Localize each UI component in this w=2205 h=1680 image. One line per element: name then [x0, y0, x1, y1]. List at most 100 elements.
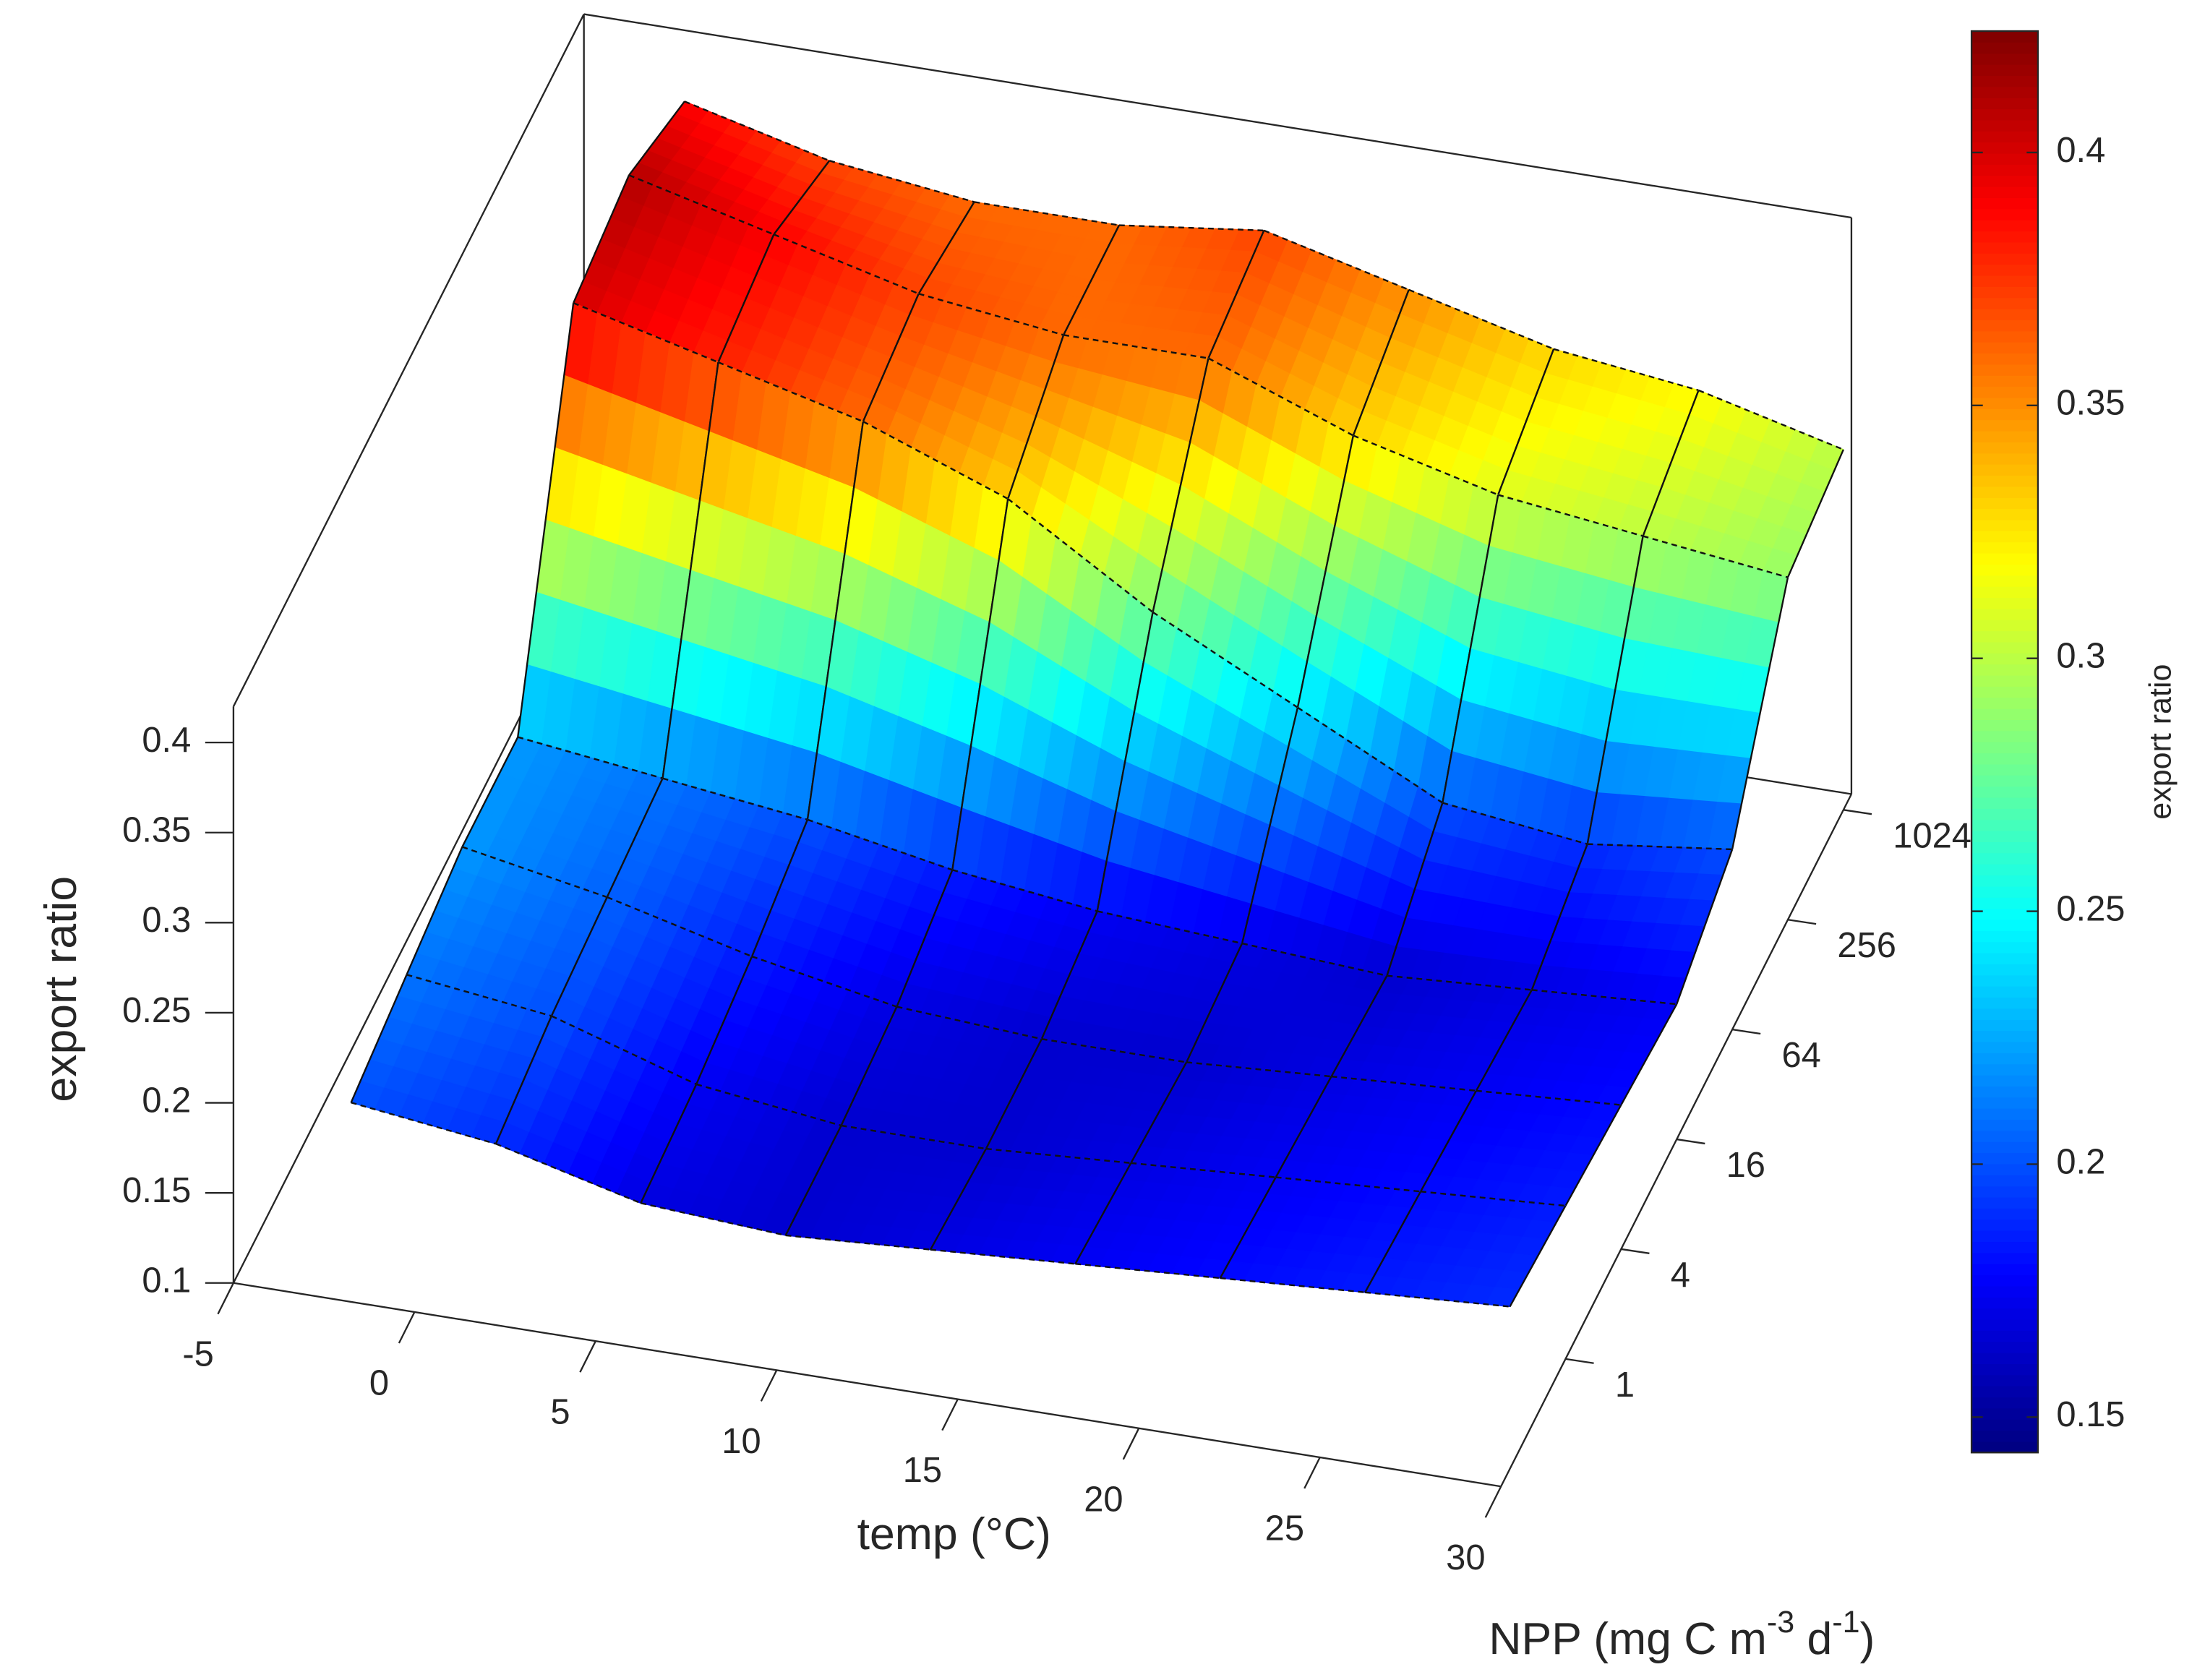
colorbar: 0.15 0.2 0.25 0.3 0.35 0.4: [1970, 30, 2125, 1454]
colorbar-band: [1971, 985, 2038, 998]
colorbar-band: [1971, 519, 2038, 531]
x-tick-label: 5: [550, 1393, 570, 1432]
surface-mesh-line: [1007, 498, 1154, 613]
y-axis-label-part: -1: [1832, 1606, 1859, 1640]
colorbar-tick-label: 0.4: [2056, 131, 2105, 170]
surface-mesh-line: [896, 1006, 1042, 1040]
colorbar-band: [1971, 907, 2038, 920]
colorbar-band: [1971, 575, 2038, 587]
surface-cell: [1386, 802, 1588, 991]
y-tick-label: 16: [1726, 1146, 1765, 1185]
surface-cell: [1364, 1191, 1567, 1308]
colorbar-band: [1971, 1274, 2038, 1287]
colorbar-band: [1971, 852, 2038, 865]
colorbar-band: [1971, 1186, 2038, 1198]
y-axis-label-part: -3: [1767, 1606, 1794, 1640]
surface-cell: [461, 736, 664, 899]
colorbar-band: [1971, 652, 2038, 665]
surface-mesh-line: [1219, 1177, 1277, 1279]
z-tick-label: 0.4: [142, 721, 191, 760]
colorbar-band: [1971, 142, 2038, 154]
colorbar-band: [1971, 41, 2038, 54]
colorbar-band: [1971, 763, 2038, 776]
surface-mesh-line: [406, 974, 552, 1017]
colorbar-band: [1971, 275, 2038, 287]
colorbar-frame: [1970, 30, 2039, 1454]
ticks: -5 0 5 10 15 20 25 30 1 4 16 64 256 1024 0.1 0.15 0.2 0.2…: [122, 721, 1971, 1577]
colorbar-band: [1971, 786, 2038, 798]
surface-mesh-line: [1075, 1263, 1220, 1280]
colorbar-band: [1971, 453, 2038, 465]
surface-mesh-line: [1352, 289, 1410, 436]
colorbar-band: [1971, 596, 2038, 609]
surface-mesh-line: [662, 777, 808, 820]
surface-mesh-line: [573, 302, 719, 364]
surface-cell: [350, 974, 552, 1145]
surface-mesh-line: [1442, 802, 1588, 845]
y-tick-label: 256: [1837, 926, 1896, 965]
colorbar-band: [1971, 1396, 2038, 1409]
y-tick-label: 1024: [1893, 816, 1971, 855]
tick-mark: [1565, 1358, 1594, 1364]
surface-mesh-line: [1497, 348, 1555, 495]
surface-mesh-line: [1786, 449, 1844, 578]
surface-mesh-line: [495, 1143, 641, 1204]
colorbar-band: [1971, 1407, 2038, 1420]
colorbar-band: [1971, 541, 2038, 554]
surface-mesh-line: [1475, 989, 1533, 1092]
surface-cell: [606, 777, 809, 958]
colorbar-band: [1971, 1296, 2038, 1309]
surface-mesh-line: [1530, 844, 1588, 990]
surface-mesh-line: [1241, 942, 1387, 977]
surface-mesh-line: [1642, 390, 1700, 537]
colorbar-band: [1971, 896, 2038, 909]
colorbar-band: [1971, 1263, 2038, 1276]
colorbar-band: [1971, 430, 2038, 442]
surface-mesh-line: [1063, 225, 1121, 335]
surface-mesh-line: [1063, 334, 1209, 359]
colorbar-band: [1971, 819, 2038, 831]
colorbar-band: [1971, 507, 2038, 520]
colorbar-band: [1971, 385, 2038, 398]
surface-cell: [1207, 229, 1410, 437]
surface-mesh-line: [784, 1125, 842, 1236]
surface-mesh-line: [1097, 910, 1243, 945]
y-axis-label-part: d: [1794, 1613, 1832, 1664]
surface-mesh-line: [640, 1084, 698, 1204]
colorbar-band: [1971, 1207, 2038, 1220]
colorbar-band: [1971, 697, 2038, 709]
surface-mesh-line: [550, 896, 608, 1016]
surface-cell: [951, 498, 1154, 912]
surface-mesh-line: [917, 201, 975, 294]
surface-cell: [840, 1006, 1042, 1150]
colorbar-band: [1971, 374, 2038, 387]
surface-cell: [1074, 1162, 1277, 1280]
colorbar-band: [1971, 1130, 2038, 1142]
surface-mesh-line: [606, 778, 664, 898]
surface-mesh-line: [406, 847, 463, 975]
y-tick-label: 1: [1615, 1366, 1635, 1405]
z-tick-label: 0.3: [142, 901, 191, 940]
colorbar-band: [1971, 130, 2038, 143]
surface-mesh-line: [351, 1102, 497, 1145]
colorbar-band: [1971, 807, 2038, 820]
colorbar-band: [1971, 664, 2038, 676]
surface-mesh-line: [1698, 389, 1844, 450]
colorbar-band: [1971, 1052, 2038, 1065]
colorbar-band: [1971, 1029, 2038, 1042]
colorbar-band: [1971, 563, 2038, 576]
colorbar-tick-label: 0.15: [2056, 1395, 2125, 1434]
surface-mesh-line: [1386, 802, 1444, 977]
y-tick-label: 64: [1782, 1036, 1821, 1075]
colorbar-tick-label: 0.35: [2056, 384, 2125, 423]
colorbar-band: [1971, 1308, 2038, 1320]
x-tick-label: 0: [369, 1364, 389, 1403]
surface-cell: [662, 361, 865, 820]
surface-mesh-line: [1263, 229, 1410, 291]
tick-mark: [217, 1282, 234, 1315]
tick-mark: [398, 1311, 416, 1344]
surface-mesh-line: [1531, 989, 1677, 1006]
colorbar-band: [1971, 1319, 2038, 1331]
surface-mesh-line: [1476, 1089, 1622, 1106]
